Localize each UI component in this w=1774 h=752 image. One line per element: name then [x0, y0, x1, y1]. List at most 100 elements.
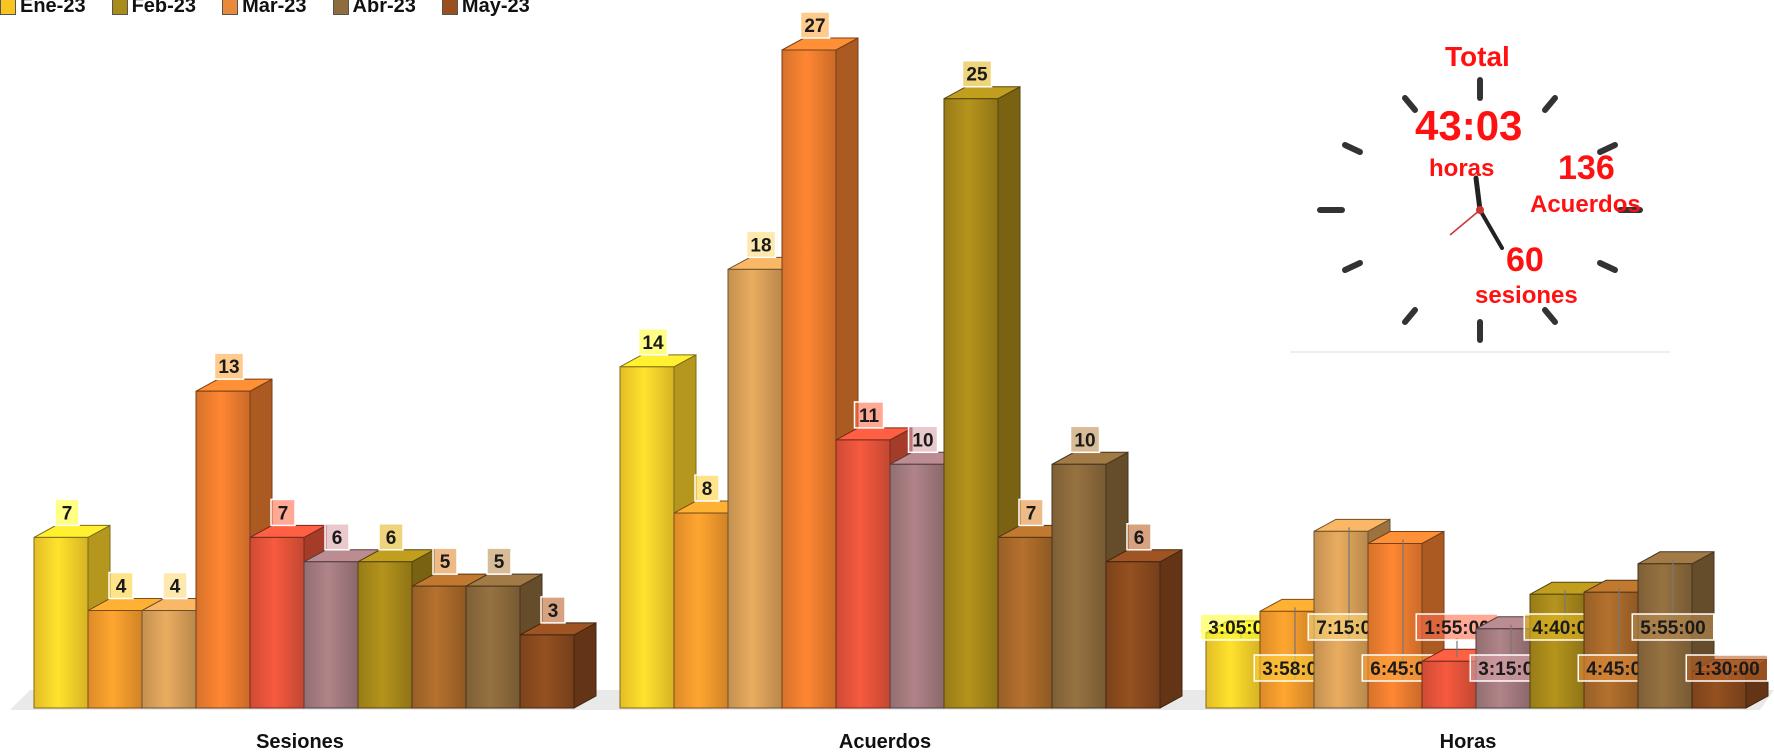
data-label: 13: [218, 357, 239, 378]
data-label-box: [270, 498, 296, 527]
bar-front: [835, 439, 891, 709]
bar-front: [1529, 593, 1585, 709]
data-label-box: [378, 523, 404, 551]
legend-label-2: Mar-23: [242, 0, 307, 17]
data-label: 4: [116, 577, 127, 598]
hours-total-label: horas: [1429, 155, 1495, 182]
bar-front: [997, 536, 1053, 709]
bar-front: [357, 561, 413, 709]
bar-front: [1421, 660, 1477, 709]
data-label-box: [694, 474, 720, 502]
bar-front: [411, 585, 467, 709]
data-label: 7: [278, 503, 289, 524]
summary-title: Total: [1445, 41, 1510, 72]
sessions-total-label: sesiones: [1475, 282, 1578, 309]
bar-front: [1051, 463, 1107, 709]
data-label: 25: [966, 65, 988, 86]
legend-swatch-3: [332, 0, 349, 15]
data-label-box: [324, 523, 350, 551]
data-label: 1:30:00: [1694, 659, 1760, 680]
legend-swatch-1: [111, 0, 128, 15]
bar-front: [889, 463, 945, 709]
agreements-total-value: 136: [1558, 149, 1615, 187]
data-label: 7:15:00: [1316, 618, 1382, 639]
bar-front: [33, 536, 89, 709]
data-label: 3:58:00: [1262, 659, 1328, 680]
bar-side: [1159, 548, 1183, 709]
data-label-box: [1018, 498, 1044, 527]
data-label: 6:45:00: [1370, 659, 1436, 680]
data-label: 27: [804, 16, 825, 37]
bar-front: [249, 536, 305, 709]
bar-front: [619, 366, 675, 709]
bar-front: [727, 268, 783, 709]
legend-item-4: May-23: [441, 0, 530, 18]
bar-front: [673, 512, 729, 709]
bar-acuerdos-6: [943, 85, 1021, 709]
data-label-box: [961, 59, 993, 88]
data-label-box: [108, 571, 134, 600]
data-label: 10: [1074, 430, 1095, 451]
data-label-box: [540, 596, 566, 624]
bar-front: [519, 634, 575, 709]
data-label-box: [907, 425, 939, 454]
data-label: 7: [62, 503, 73, 524]
data-label: 11: [859, 406, 880, 427]
data-label: 3:05:00: [1208, 618, 1274, 639]
clock-icon: [1290, 77, 1670, 353]
data-label-box: [1069, 425, 1101, 454]
data-label-box: [486, 547, 512, 575]
data-label-box: [213, 352, 245, 380]
data-label: 3:15:00: [1478, 659, 1544, 680]
data-label: 4: [170, 577, 181, 598]
data-label-box: [162, 571, 188, 600]
bar-front: [195, 390, 251, 709]
data-label-box: [745, 230, 777, 259]
legend-item-0: Ene-23: [0, 0, 86, 18]
data-label: 7: [1026, 503, 1037, 524]
data-label: 6: [386, 528, 397, 549]
bar-front: [87, 610, 143, 709]
data-label: 6: [1134, 528, 1145, 549]
data-label: 4:40:00: [1532, 618, 1598, 639]
bar-front: [1583, 591, 1639, 709]
legend-label-1: Feb-23: [131, 0, 197, 17]
data-label: 8: [702, 479, 713, 500]
legend-label-3: Abr-23: [352, 0, 416, 17]
bar-acuerdos-2: [727, 256, 805, 709]
legend-swatch-2: [222, 0, 239, 15]
data-label: 5: [440, 552, 451, 573]
data-label-box: [853, 401, 885, 429]
category-label-1: Acuerdos: [839, 731, 931, 752]
bar-front: [465, 585, 521, 709]
data-label-box: [54, 498, 80, 527]
bar-front: [781, 49, 837, 709]
bar-front: [1105, 561, 1161, 709]
bar-front: [1367, 543, 1423, 709]
hours-total-value: 43:03: [1415, 102, 1523, 149]
category-label-0: Sesiones: [256, 731, 344, 752]
legend-item-1: Feb-23: [111, 0, 197, 18]
legend-swatch-4: [441, 0, 458, 15]
data-label-box: [1685, 654, 1769, 682]
chart-legend: Ene-23 Feb-23 Mar-23 Abr-23 May-23: [0, 0, 530, 18]
data-label: 3: [548, 601, 559, 622]
bar-front: [1205, 632, 1261, 709]
data-label: 4:45:00: [1586, 659, 1652, 680]
data-label-box: [1126, 523, 1152, 551]
legend-item-2: Mar-23: [222, 0, 307, 18]
data-label: 1:55:00: [1424, 618, 1490, 639]
bar-front: [303, 561, 359, 709]
bar-sesiones-9: [519, 622, 597, 709]
bar-side: [573, 622, 597, 709]
data-label-box: [799, 11, 831, 39]
data-label: 10: [912, 430, 933, 451]
bar-front: [943, 98, 999, 709]
bar-sesiones-3: [195, 378, 273, 709]
data-label: 14: [642, 333, 664, 354]
bar-front: [141, 610, 197, 709]
legend-swatch-0: [0, 0, 16, 15]
data-label: 5: [494, 552, 505, 573]
data-label: 18: [750, 235, 771, 256]
